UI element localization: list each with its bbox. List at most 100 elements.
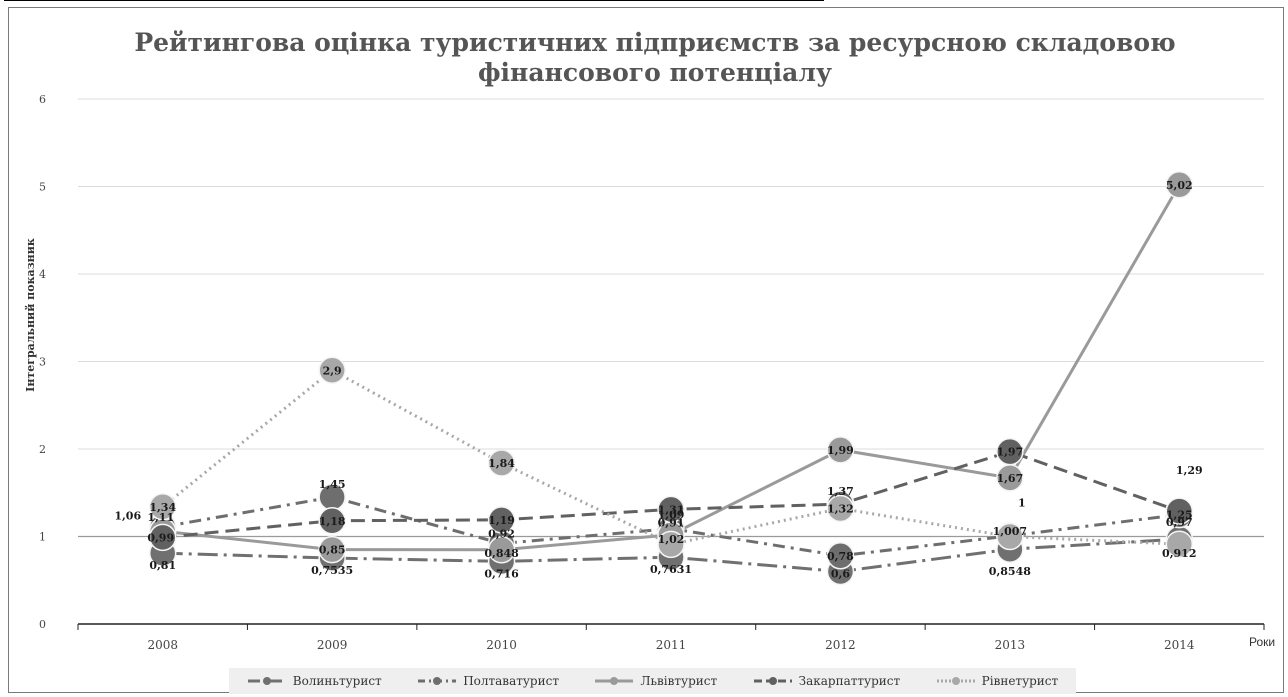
data-point [1165,171,1194,199]
data-label: 1,09 [658,509,685,522]
data-label: 1,18 [319,515,346,528]
data-point [487,506,516,534]
data-label: 1,45 [319,478,346,491]
legend-item: Львівтурист [594,674,717,688]
legend-swatch [247,677,286,685]
y-tick-label: 3 [39,356,46,369]
data-label: 0,848 [484,547,519,560]
data-label: 1,25 [1166,509,1193,522]
data-label: 0,85 [319,544,346,557]
chart-title-line-2: фінансового потенціалу [478,58,832,87]
data-label: 0,912 [1162,547,1196,560]
data-label: 0,8548 [989,565,1031,578]
data-label: 1,34 [149,501,176,514]
data-label: 0,7631 [650,563,692,576]
legend-label: Волиньтурист [292,674,382,688]
data-point [318,356,346,384]
legend-item: Полтаватурист [417,674,559,688]
data-point [487,536,516,564]
data-label: 0,91 [658,516,685,529]
data-point [1165,497,1194,525]
data-label: 5,02 [1166,179,1193,192]
data-point [996,437,1024,466]
x-tick-label: 2008 [147,638,178,652]
y-tick-label: 5 [39,181,46,194]
data-point [657,530,685,559]
data-point [1165,530,1194,558]
data-label: 1,19 [488,514,515,527]
legend-label: Львівтурист [640,674,718,688]
legend-swatch-marker [951,677,960,685]
data-label: 1,29 [1176,464,1203,477]
data-point [657,495,685,524]
data-label: 1,31 [658,503,685,516]
legend-label: Полтаватурист [463,674,559,688]
data-point [996,522,1024,551]
legend-swatch-marker [262,677,271,685]
x-tick-label: 2012 [825,638,856,652]
data-label: 0,6 [831,568,850,581]
data-point [318,507,346,535]
x-tick-label: 2009 [317,638,348,652]
data-label: 0,92 [488,528,515,541]
legend-swatch-marker [610,677,619,685]
legend-swatch [753,677,792,685]
data-labels: 0,81 0,7535 0,716 0,7631 0,6 0,85480,971,111,… [114,179,1202,581]
data-label: 1,37 [827,485,854,498]
data-point [826,542,855,570]
data-label: 0,81 [149,559,176,572]
series-line-3 [162,183,1181,552]
data-label: 1,32 [827,503,854,516]
data-label: 1,007 [993,525,1027,538]
y-axis-label: Інтегральний показник [24,238,37,392]
x-tick-label: 2010 [486,638,517,652]
y-tick-label: 1 [39,531,46,544]
chart-title-line-1: Рейтингова оцінка туристичних підприємст… [134,28,1176,57]
top-rule [4,0,824,1]
chart-title: Рейтингова оцінка туристичних підприємст… [0,28,1288,88]
data-label: 1,11 [147,511,174,524]
legend-item: Волиньтурист [247,674,382,688]
legend-item: Закарпаттурист [753,674,901,688]
data-point [826,436,855,464]
data-point [148,493,177,521]
data-label: 2,9 [323,364,342,377]
data-label: 0,97 [1166,516,1193,529]
data-label: 1 [1018,497,1026,510]
data-point [487,449,516,477]
x-tick-label: 2014 [1164,638,1195,652]
legend-item: Рівнетурист [936,674,1059,688]
y-tick-label: 4 [39,268,46,281]
y-tick-label: 6 [39,93,46,106]
axes: 0 1 2 3 4 5 6 2008 2009 2010 2011 2012 2013 2014 [39,93,1265,652]
data-label: 0,99 [147,531,174,544]
chart-frame [8,7,1284,693]
x-tick-label: 2013 [995,638,1026,652]
chart-legend: Волиньтурист Полтаватурист Львівтурист Зака… [229,668,1076,694]
data-point [318,535,346,564]
data-label: 0,78 [827,550,854,563]
data-label: 0,7535 [311,564,353,577]
legend-label: Рівнетурист [981,674,1059,688]
legend-swatch-marker [433,677,442,685]
data-label: 0,716 [484,567,519,580]
y-tick-label: 2 [39,443,46,456]
data-label: 1,67 [996,472,1023,485]
data-label: 1,84 [488,457,515,470]
data-label: 1,06 [114,509,141,522]
data-point [148,523,177,552]
legend-label: Закарпаттурист [798,674,901,688]
legend-swatch [418,677,457,685]
legend-swatch-marker [768,677,777,685]
data-label: 1,02 [658,533,685,546]
legend-swatch [595,677,634,685]
x-tick-label: 2011 [656,638,687,652]
gridlines [78,98,1264,538]
data-point [826,494,855,523]
data-label: 1,97 [996,446,1023,459]
data-label: 1,99 [827,444,854,457]
series-markers [148,171,1194,586]
x-axis-label: Роки [1249,635,1275,649]
y-tick-label: 0 [39,618,46,631]
